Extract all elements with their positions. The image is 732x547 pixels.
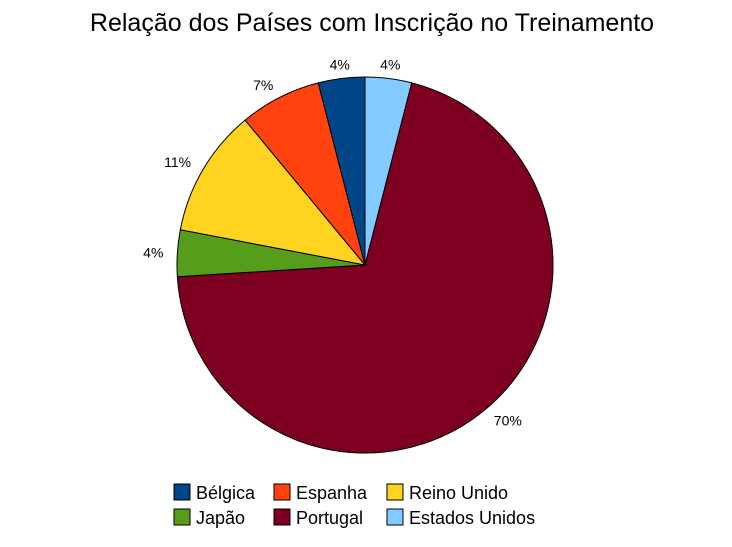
pie-slices (176, 76, 554, 454)
legend-swatch (173, 483, 191, 501)
legend-label: Japão (196, 508, 245, 528)
legend-item-espanha: Espanha (273, 483, 368, 503)
legend-label: Estados Unidos (409, 508, 535, 528)
legend-item-estados-unidos: Estados Unidos (386, 508, 535, 528)
legend-item-japão: Japão (173, 508, 245, 528)
slice-label-espanha: 7% (253, 77, 273, 93)
legend: Bélgica Espanha Reino Unido Japão Portugal Es… (173, 483, 535, 528)
pie-slice-portugal (176, 82, 554, 454)
slice-label-reino-unido: 11% (164, 154, 191, 170)
legend-item-portugal: Portugal (273, 508, 363, 528)
pie-labels: 4% 70% 4% 11% 7% 4% (143, 57, 522, 429)
slice-label-portugal: 70% (494, 413, 522, 429)
chart-title: Relação dos Países com Inscrição no Trei… (90, 9, 654, 37)
pie-slice-reino-unido (179, 119, 367, 266)
legend-label: Espanha (296, 483, 368, 503)
legend-item-reino-unido: Reino Unido (386, 483, 508, 503)
pie-slice-bélgica (317, 76, 366, 266)
legend-swatch (173, 508, 191, 526)
legend-swatch (273, 508, 291, 526)
legend-label: Bélgica (196, 483, 256, 503)
legend-swatch (273, 483, 291, 501)
legend-item-bélgica: Bélgica (173, 483, 256, 503)
legend-label: Portugal (296, 508, 363, 528)
legend-label: Reino Unido (409, 483, 508, 503)
slice-label-estados-unidos: 4% (380, 57, 400, 73)
slice-label-japão: 4% (143, 244, 163, 260)
legend-swatch (386, 483, 404, 501)
slice-label-bélgica: 4% (330, 57, 350, 73)
legend-swatch (386, 508, 404, 526)
